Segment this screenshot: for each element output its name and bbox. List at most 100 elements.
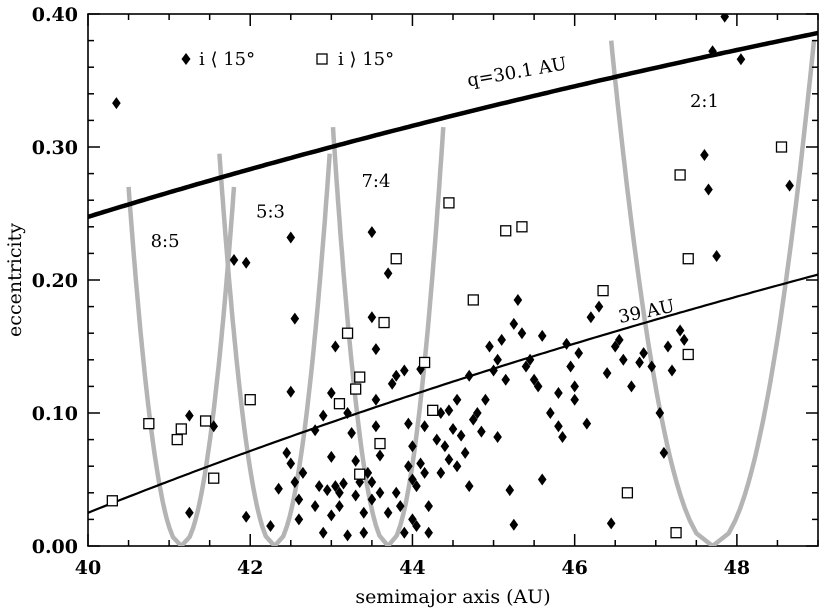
axis-ticks: [87, 13, 819, 547]
data-point-low-inclination: [570, 380, 579, 393]
data-point-low-inclination: [367, 226, 377, 239]
data-point-low-inclination: [493, 430, 502, 443]
data-point-low-inclination: [493, 353, 502, 366]
annotation-q-30-1-au: q=30.1 AU: [466, 53, 569, 91]
data-point-low-inclination: [420, 420, 429, 433]
legend-marker-open-square: [316, 53, 328, 65]
data-point-low-inclination: [655, 407, 665, 419]
data-point-high-inclination: [674, 169, 686, 181]
data-point-low-inclination: [375, 486, 385, 499]
data-point-low-inclination: [371, 393, 381, 406]
data-point-low-inclination: [647, 360, 657, 373]
data-point-low-inclination: [675, 324, 685, 337]
data-point-high-inclination: [175, 423, 187, 435]
x-axis-title: semimajor axis (AU): [355, 586, 550, 608]
curve-q-30-1-au: [88, 30, 818, 219]
data-point-low-inclination: [343, 407, 352, 419]
data-point-low-inclination: [436, 466, 446, 479]
x-tick-label: 46: [561, 557, 587, 579]
perihelion-curves: [88, 30, 818, 514]
data-point-low-inclination: [327, 387, 336, 400]
data-point-low-inclination: [274, 482, 283, 495]
data-point-low-inclination: [331, 340, 340, 353]
data-point-low-inclination: [294, 513, 304, 526]
data-point-low-inclination: [408, 513, 417, 526]
data-point-low-inclination: [310, 500, 320, 513]
data-point-low-inclination: [290, 476, 300, 489]
x-tick-label: 40: [75, 557, 101, 579]
data-point-low-inclination: [485, 340, 494, 353]
data-point-high-inclination: [621, 487, 634, 499]
data-point-low-inclination: [619, 353, 628, 366]
data-point-low-inclination: [241, 256, 251, 269]
data-point-high-inclination: [443, 197, 455, 209]
data-point-high-inclination: [106, 495, 118, 507]
data-point-high-inclination: [597, 284, 609, 297]
data-point-low-inclination: [298, 466, 308, 479]
data-point-low-inclination: [440, 440, 450, 453]
data-point-low-inclination: [602, 367, 612, 380]
data-point-low-inclination: [294, 493, 304, 506]
data-points: [106, 14, 794, 542]
data-point-low-inclination: [554, 420, 563, 433]
data-point-low-inclination: [318, 526, 328, 539]
data-point-low-inclination: [452, 393, 462, 406]
data-point-low-inclination: [460, 446, 470, 459]
data-point-low-inclination: [185, 506, 194, 519]
data-point-high-inclination: [516, 221, 528, 233]
data-point-low-inclination: [282, 446, 292, 459]
data-point-low-inclination: [286, 457, 296, 470]
data-point-low-inclination: [383, 267, 393, 280]
data-point-low-inclination: [343, 529, 352, 542]
annotation-5-3: 5:3: [256, 201, 285, 222]
data-point-low-inclination: [679, 333, 689, 346]
data-point-high-inclination: [682, 348, 694, 361]
data-point-low-inclination: [351, 454, 360, 467]
data-point-high-inclination: [354, 468, 366, 480]
y-tick-label: 0.20: [32, 270, 78, 292]
data-point-low-inclination: [209, 420, 219, 433]
data-point-low-inclination: [359, 526, 369, 539]
curve-39-au: [88, 273, 818, 514]
data-point-low-inclination: [387, 377, 397, 390]
data-point-low-inclination: [509, 317, 519, 330]
data-point-low-inclination: [424, 500, 433, 513]
data-point-high-inclination: [171, 433, 183, 446]
data-point-low-inclination: [322, 484, 332, 497]
resonance-boundary-7-4: [330, 126, 446, 546]
data-point-low-inclination: [371, 343, 381, 356]
y-tick-label: 0.00: [32, 536, 78, 558]
data-point-low-inclination: [586, 311, 596, 324]
data-point-low-inclination: [436, 407, 446, 419]
data-point-low-inclination: [286, 385, 296, 398]
data-point-low-inclination: [562, 337, 571, 350]
resonance-boundary-8-5: [126, 186, 237, 546]
data-point-low-inclination: [383, 506, 393, 519]
y-axis-title: eccentricity: [4, 223, 26, 337]
data-point-low-inclination: [404, 417, 413, 430]
data-point-low-inclination: [424, 526, 433, 539]
x-tick-label: 44: [399, 557, 425, 579]
data-point-low-inclination: [444, 453, 454, 466]
data-point-low-inclination: [558, 430, 567, 443]
data-point-low-inclination: [185, 409, 194, 422]
legend: i ⟨ 15° i ⟩ 15°: [181, 49, 394, 70]
data-point-low-inclination: [635, 356, 644, 369]
data-point-low-inclination: [408, 440, 417, 453]
data-point-low-inclination: [444, 404, 454, 417]
data-point-low-inclination: [606, 517, 616, 530]
data-point-low-inclination: [554, 387, 563, 400]
data-point-low-inclination: [314, 480, 324, 493]
data-point-low-inclination: [464, 480, 474, 493]
data-point-low-inclination: [371, 420, 381, 433]
data-point-low-inclination: [712, 250, 721, 263]
data-point-high-inclination: [333, 398, 346, 410]
data-point-low-inclination: [347, 426, 356, 439]
data-point-low-inclination: [367, 311, 377, 324]
data-point-low-inclination: [537, 329, 547, 342]
data-point-high-inclination: [500, 225, 512, 237]
data-point-low-inclination: [266, 520, 275, 533]
data-point-low-inclination: [610, 340, 620, 353]
annotation-7-4: 7:4: [361, 171, 390, 192]
